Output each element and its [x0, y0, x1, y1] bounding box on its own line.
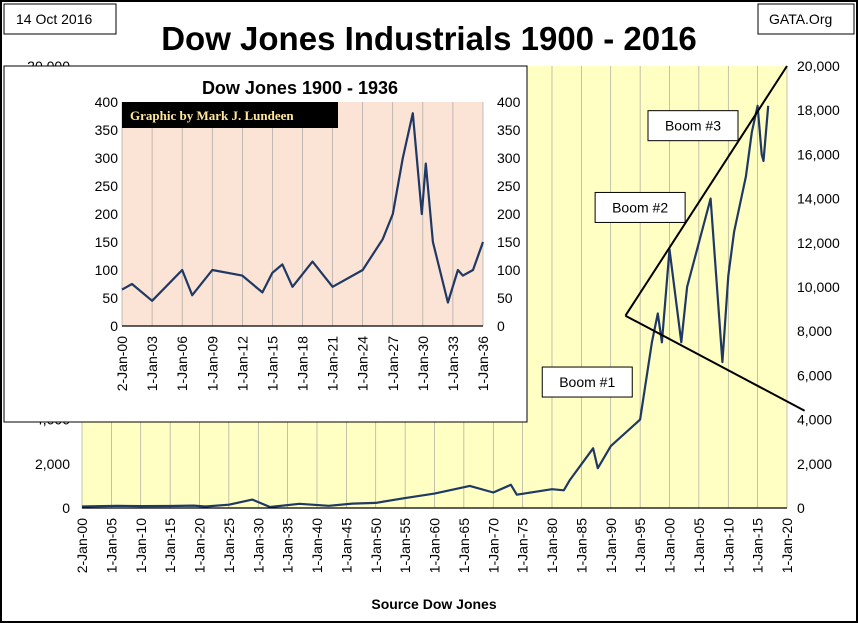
y-tick-label-right: 20,000: [797, 58, 840, 74]
y-tick-label-right: 16,000: [797, 146, 840, 162]
annotation-box: [647, 110, 739, 142]
x-tick-label: 1-Jan-27: [385, 336, 401, 391]
credit-banner: [122, 102, 338, 128]
x-tick-label: 1-Jan-95: [632, 518, 648, 573]
y-tick-label-right: 2,000: [797, 456, 832, 472]
y-tick-label-right: 200: [497, 206, 521, 222]
x-tick-label: 1-Jan-45: [338, 518, 354, 573]
y-tick-label-right: 250: [497, 178, 521, 194]
x-tick-label: 1-Jan-03: [144, 336, 160, 391]
source-box: [757, 3, 855, 35]
y-tick-label-left: 250: [95, 178, 119, 194]
y-tick-label-right: 4,000: [797, 412, 832, 428]
x-axis-label: Source Dow Jones: [371, 596, 496, 612]
y-tick-label-right: 400: [497, 94, 521, 110]
y-tick-label-left: 150: [95, 234, 119, 250]
x-tick-label: 1-Jan-65: [456, 518, 472, 573]
x-tick-label: 1-Jan-33: [445, 336, 461, 391]
x-tick-label: 1-Jan-21: [325, 336, 341, 391]
x-tick-label: 1-Jan-10: [133, 518, 149, 573]
x-tick-label: 1-Jan-15: [750, 518, 766, 573]
y-tick-label-left: 50: [102, 290, 118, 306]
x-tick-label: 1-Jan-36: [475, 336, 491, 391]
chart-title: Dow Jones Industrials 1900 - 2016: [161, 20, 697, 57]
x-tick-label: 1-Jan-30: [415, 336, 431, 391]
x-tick-label: 1-Jan-85: [573, 518, 589, 573]
y-tick-label-left: 300: [95, 150, 119, 166]
x-tick-label: 1-Jan-09: [204, 336, 220, 391]
series-line-djia: [81, 104, 770, 509]
y-tick-label-right: 100: [497, 262, 521, 278]
y-tick-label-right: 300: [497, 150, 521, 166]
x-tick-label: 1-Jan-25: [221, 518, 237, 573]
y-tick-label-right: 0: [797, 500, 805, 516]
x-tick-label: 1-Jan-55: [397, 518, 413, 573]
y-tick-label-left: 100: [95, 262, 119, 278]
x-tick-label: 1-Jan-30: [250, 518, 266, 573]
date-label: 14 Oct 2016: [16, 11, 92, 27]
y-tick-label-right: 14,000: [797, 191, 840, 207]
x-tick-label: 1-Jan-18: [295, 336, 311, 391]
x-tick-label: 1-Jan-40: [309, 518, 325, 573]
y-tick-label-right: 0: [497, 318, 505, 334]
annotation-label: Boom #3: [665, 118, 721, 134]
y-tick-label-left: 350: [95, 122, 119, 138]
y-tick-label-right: 350: [497, 122, 521, 138]
x-tick-label: 2-Jan-00: [74, 518, 90, 573]
x-tick-label: 1-Jan-60: [427, 518, 443, 573]
y-tick-label-right: 50: [497, 290, 513, 306]
x-tick-label: 1-Jan-00: [662, 518, 678, 573]
x-tick-label: 1-Jan-06: [174, 336, 190, 391]
trend-line: [624, 65, 788, 317]
x-tick-label: 1-Jan-20: [779, 518, 795, 573]
y-tick-label-right: 12,000: [797, 235, 840, 251]
y-tick-label-right: 8,000: [797, 323, 832, 339]
y-tick-label-left: 0: [110, 318, 118, 334]
annotation-label: Boom #2: [612, 199, 668, 215]
annotation-label: Boom #1: [559, 374, 615, 390]
x-tick-label: 1-Jan-15: [264, 336, 280, 391]
source-label: GATA.Org: [769, 11, 832, 27]
x-tick-label: 1-Jan-12: [234, 336, 250, 391]
y-tick-label-right: 10,000: [797, 279, 840, 295]
x-tick-label: 1-Jan-70: [485, 518, 501, 573]
date-box: [3, 3, 117, 35]
y-tick-label-left: 400: [95, 94, 119, 110]
inset-title: Dow Jones 1900 - 1936: [202, 78, 398, 98]
x-tick-label: 1-Jan-90: [603, 518, 619, 573]
x-tick-label: 1-Jan-15: [162, 518, 178, 573]
y-tick-label-right: 150: [497, 234, 521, 250]
y-tick-label-left: 0: [62, 500, 70, 516]
x-tick-label: 1-Jan-75: [515, 518, 531, 573]
credit-text: Graphic by Mark J. Lundeen: [130, 108, 294, 123]
x-tick-label: 1-Jan-10: [720, 518, 736, 573]
trend-line: [624, 314, 806, 412]
y-tick-label-right: 18,000: [797, 102, 840, 118]
annotation-box: [541, 366, 633, 398]
x-tick-label: 1-Jan-35: [280, 518, 296, 573]
x-tick-label: 1-Jan-24: [355, 336, 371, 391]
y-tick-label-left: 2,000: [35, 456, 70, 472]
x-tick-label: 2-Jan-00: [114, 336, 130, 391]
y-tick-label-right: 6,000: [797, 367, 832, 383]
x-tick-label: 1-Jan-80: [544, 518, 560, 573]
x-tick-label: 1-Jan-05: [103, 518, 119, 573]
y-tick-label-left: 200: [95, 206, 119, 222]
x-tick-label: 1-Jan-50: [368, 518, 384, 573]
annotation-box: [594, 191, 686, 223]
x-tick-label: 1-Jan-20: [192, 518, 208, 573]
x-tick-label: 1-Jan-05: [691, 518, 707, 573]
series-line-djia: [121, 112, 485, 304]
